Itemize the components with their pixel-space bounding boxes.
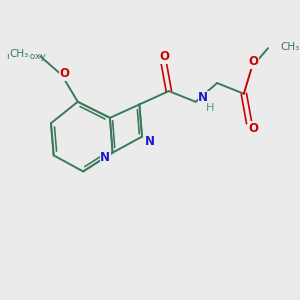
Text: N: N bbox=[198, 91, 208, 104]
Text: CH₃: CH₃ bbox=[10, 49, 29, 59]
Text: O: O bbox=[248, 55, 258, 68]
Text: CH₃: CH₃ bbox=[280, 42, 299, 52]
Text: N: N bbox=[145, 135, 154, 148]
Text: O: O bbox=[160, 50, 170, 63]
Text: methoxy: methoxy bbox=[6, 52, 45, 61]
Text: O: O bbox=[59, 67, 69, 80]
Text: O: O bbox=[248, 122, 258, 134]
Text: N: N bbox=[100, 151, 110, 164]
Text: H: H bbox=[206, 103, 214, 113]
